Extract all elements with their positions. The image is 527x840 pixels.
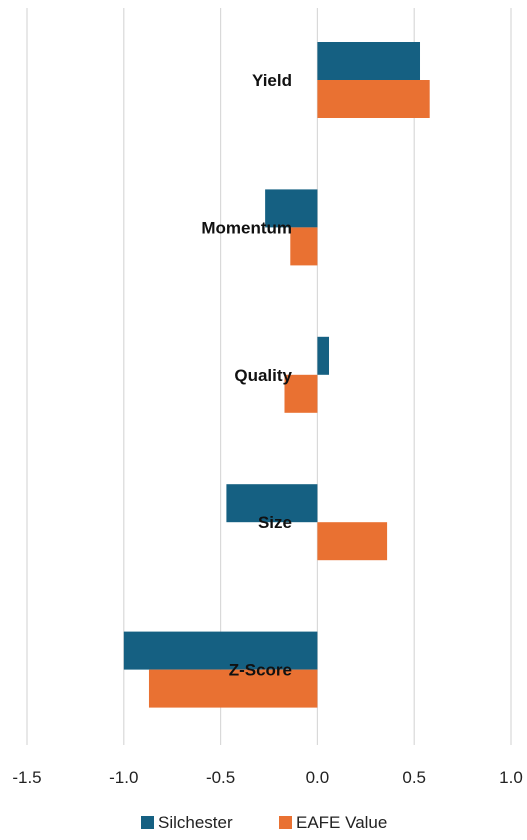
legend-swatch-silchester [141, 816, 154, 829]
legend: Silchester EAFE Value [141, 813, 387, 832]
category-label: Momentum [201, 218, 292, 237]
tick-label-layer: -1.5 -1.0 -0.5 0.0 0.5 1.0 [12, 768, 522, 787]
bar-eafe-value-momentum [290, 227, 318, 266]
bar-silchester-z-score [123, 631, 318, 670]
grid-layer [26, 8, 512, 745]
category-label: Quality [234, 366, 292, 385]
legend-swatch-eafe-value [279, 816, 292, 829]
x-tick-label: -1.0 [109, 768, 138, 787]
bar-silchester-quality [317, 336, 330, 375]
category-label: Size [258, 513, 292, 532]
bar-silchester-yield [317, 42, 421, 80]
category-label: Yield [252, 71, 292, 90]
x-tick-label: -1.5 [12, 768, 41, 787]
bar-eafe-value-size [317, 522, 388, 561]
legend-label-silchester: Silchester [158, 813, 233, 832]
bar-silchester-momentum [265, 189, 318, 228]
x-tick-label: 0.0 [306, 768, 330, 787]
x-tick-label: -0.5 [206, 768, 235, 787]
legend-label-eafe-value: EAFE Value [296, 813, 387, 832]
x-tick-label: 0.5 [402, 768, 426, 787]
x-tick-label: 1.0 [499, 768, 523, 787]
category-label-layer: Yield Momentum Quality Size Z-Score [201, 71, 292, 680]
category-label: Z-Score [229, 661, 292, 680]
bar-eafe-value-z-score [148, 669, 318, 708]
bar-eafe-value-quality [284, 374, 318, 413]
bar-eafe-value-yield [317, 80, 430, 118]
bar-silchester-size [226, 484, 318, 523]
bar-layer [123, 42, 430, 708]
